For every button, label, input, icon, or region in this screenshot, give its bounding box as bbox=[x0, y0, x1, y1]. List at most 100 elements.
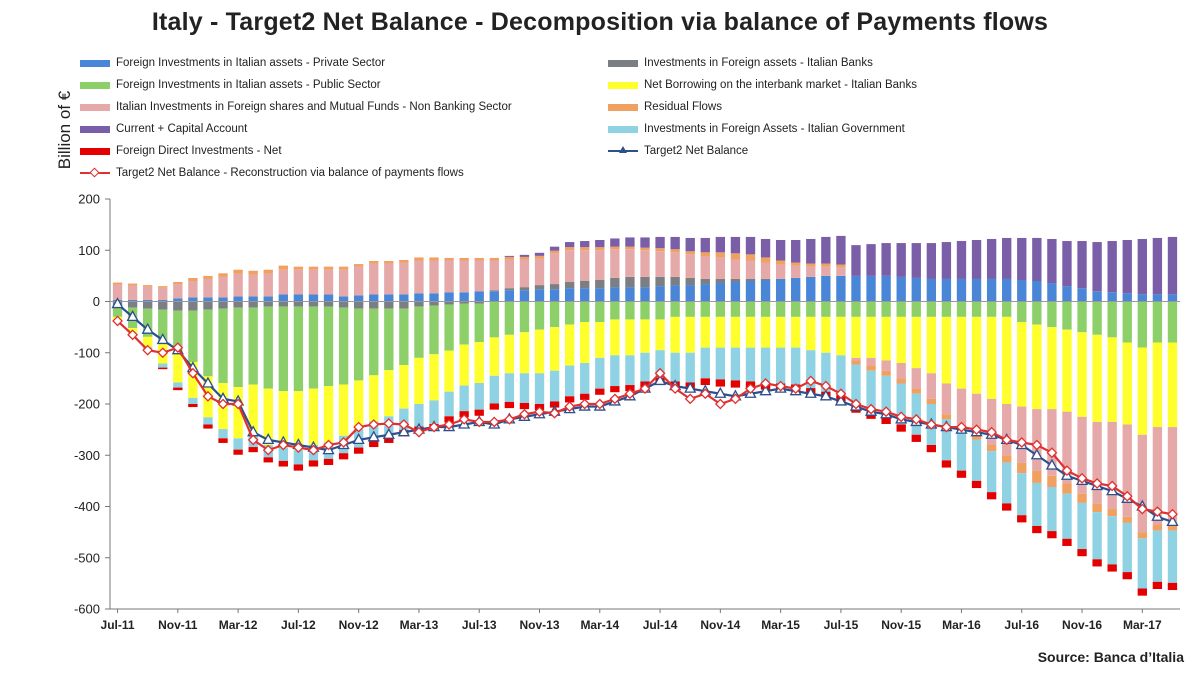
marker-reconstruction bbox=[323, 439, 334, 451]
marker-target2 bbox=[141, 322, 154, 334]
bar-segment-private bbox=[1077, 288, 1087, 302]
bar-segment-public bbox=[278, 306, 288, 392]
bar-segment-fdi bbox=[1002, 503, 1012, 511]
bar-segment-public bbox=[655, 301, 665, 320]
bar-segment-private bbox=[1062, 286, 1072, 302]
bar-segment-govt_foreign bbox=[1002, 462, 1012, 504]
bar-segment-residual bbox=[1032, 470, 1042, 483]
bar-segment-public bbox=[353, 308, 364, 381]
legend-line-target2 bbox=[608, 146, 638, 156]
y-tick-label: -200 bbox=[74, 397, 100, 412]
bar-segment-interbank bbox=[564, 324, 575, 366]
bar-segment-non_banking bbox=[158, 287, 168, 300]
bar-segment-current_account bbox=[595, 240, 605, 248]
bar-segment-govt_foreign bbox=[580, 363, 590, 394]
bar-segment-interbank bbox=[173, 351, 183, 383]
marker-reconstruction bbox=[398, 419, 410, 430]
bar-segment-interbank bbox=[580, 322, 590, 363]
marker-target2 bbox=[684, 381, 697, 393]
bar-segment-current_account bbox=[1107, 241, 1117, 293]
bar-segment-current_account bbox=[580, 241, 590, 248]
bar-segment-non_banking bbox=[760, 262, 771, 279]
legend-item-target2: Target2 Net Balance bbox=[608, 142, 748, 160]
bar-segment-current_account bbox=[881, 243, 891, 276]
bar-segment-banks_foreign bbox=[489, 290, 499, 292]
legend-swatch-private bbox=[80, 59, 110, 67]
bar-segment-residual bbox=[941, 414, 952, 420]
marker-reconstruction bbox=[458, 413, 470, 425]
marker-reconstruction bbox=[654, 367, 666, 379]
bar-segment-govt_foreign bbox=[1107, 516, 1117, 565]
bar-segment-public bbox=[338, 307, 349, 385]
marker-reconstruction bbox=[413, 426, 425, 438]
legend-item-public: Foreign Investments in Italian assets - … bbox=[80, 76, 381, 94]
bar-segment-current_account bbox=[1047, 238, 1057, 284]
bar-segment-private bbox=[338, 296, 349, 302]
bar-segment-banks_foreign bbox=[730, 278, 741, 283]
marker-reconstruction bbox=[157, 347, 169, 359]
bar-segment-fdi bbox=[1167, 582, 1178, 591]
x-tick-label: Nov-13 bbox=[519, 618, 559, 632]
marker-reconstruction bbox=[760, 378, 771, 389]
bar-segment-public bbox=[806, 301, 816, 317]
bar-segment-residual bbox=[760, 257, 771, 263]
bar-segment-private bbox=[580, 288, 590, 302]
bar-segment-residual bbox=[369, 261, 379, 264]
bar-segment-current_account bbox=[1122, 240, 1132, 294]
marker-reconstruction bbox=[1106, 480, 1118, 492]
bar-segment-non_banking bbox=[564, 250, 575, 283]
bar-segment-fdi bbox=[971, 480, 982, 489]
bar-segment-banks_foreign bbox=[670, 276, 680, 286]
bar-segment-banks_foreign bbox=[323, 301, 334, 307]
marker-reconstruction bbox=[443, 419, 455, 430]
bar-segment-private bbox=[353, 295, 364, 302]
bar-segment-private bbox=[399, 294, 409, 302]
bar-segment-govt_foreign bbox=[956, 429, 967, 471]
bar-segment-non_banking bbox=[941, 383, 952, 415]
bar-segment-govt_foreign bbox=[1047, 487, 1057, 532]
bar-segment-public bbox=[519, 301, 530, 333]
marker-reconstruction bbox=[534, 406, 545, 418]
bar-segment-non_banking bbox=[384, 263, 394, 295]
bar-segment-public bbox=[836, 301, 846, 317]
bar-segment-residual bbox=[278, 265, 288, 270]
marker-reconstruction bbox=[428, 421, 440, 433]
bar-segment-non_banking bbox=[308, 269, 319, 295]
marker-target2 bbox=[714, 386, 727, 398]
bar-segment-public bbox=[1017, 301, 1027, 322]
marker-reconstruction bbox=[956, 421, 967, 433]
y-tick-label: -400 bbox=[74, 499, 100, 514]
bar-segment-private bbox=[926, 278, 937, 302]
marker-reconstruction bbox=[790, 383, 802, 395]
marker-target2 bbox=[819, 389, 832, 401]
bar-segment-residual bbox=[248, 270, 258, 275]
bar-segment-interbank bbox=[775, 316, 786, 348]
x-tick-label: Nov-12 bbox=[339, 618, 379, 632]
marker-reconstruction bbox=[835, 388, 847, 400]
bar-segment-fdi bbox=[278, 460, 288, 467]
y-tick-label: -100 bbox=[74, 345, 100, 360]
legend-label-fdi: Foreign Direct Investments - Net bbox=[116, 145, 282, 157]
bar-segment-public bbox=[1062, 301, 1072, 330]
bar-segment-fdi bbox=[564, 396, 575, 403]
bar-segment-residual bbox=[127, 283, 138, 286]
bar-segment-interbank bbox=[881, 316, 891, 361]
bar-segment-current_account bbox=[941, 242, 952, 279]
bar-segment-govt_foreign bbox=[1122, 522, 1132, 573]
bar-segment-banks_foreign bbox=[369, 301, 379, 309]
bar-segment-interbank bbox=[1002, 316, 1012, 405]
bar-segment-non_banking bbox=[836, 267, 846, 276]
bar-segment-govt_foreign bbox=[1167, 530, 1178, 583]
x-tick-label: Jul-11 bbox=[101, 618, 135, 632]
bar-segment-banks_foreign bbox=[384, 301, 394, 309]
legend-swatch-residual bbox=[608, 103, 638, 111]
marker-reconstruction bbox=[142, 344, 154, 356]
marker-target2 bbox=[1030, 448, 1043, 460]
bar-segment-residual bbox=[1092, 503, 1102, 513]
bar-segment-interbank bbox=[625, 319, 635, 356]
bar-segment-interbank bbox=[926, 316, 937, 374]
bar-segment-fdi bbox=[1092, 559, 1102, 567]
marker-target2 bbox=[382, 427, 395, 439]
bar-segment-public bbox=[595, 301, 605, 322]
bar-segment-residual bbox=[218, 273, 228, 277]
